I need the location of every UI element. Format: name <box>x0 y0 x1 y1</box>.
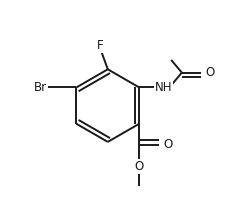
Text: O: O <box>135 160 144 173</box>
Text: O: O <box>205 66 214 79</box>
Text: O: O <box>163 138 172 151</box>
Text: F: F <box>97 39 104 52</box>
Text: NH: NH <box>155 81 172 94</box>
Text: Br: Br <box>34 81 47 94</box>
